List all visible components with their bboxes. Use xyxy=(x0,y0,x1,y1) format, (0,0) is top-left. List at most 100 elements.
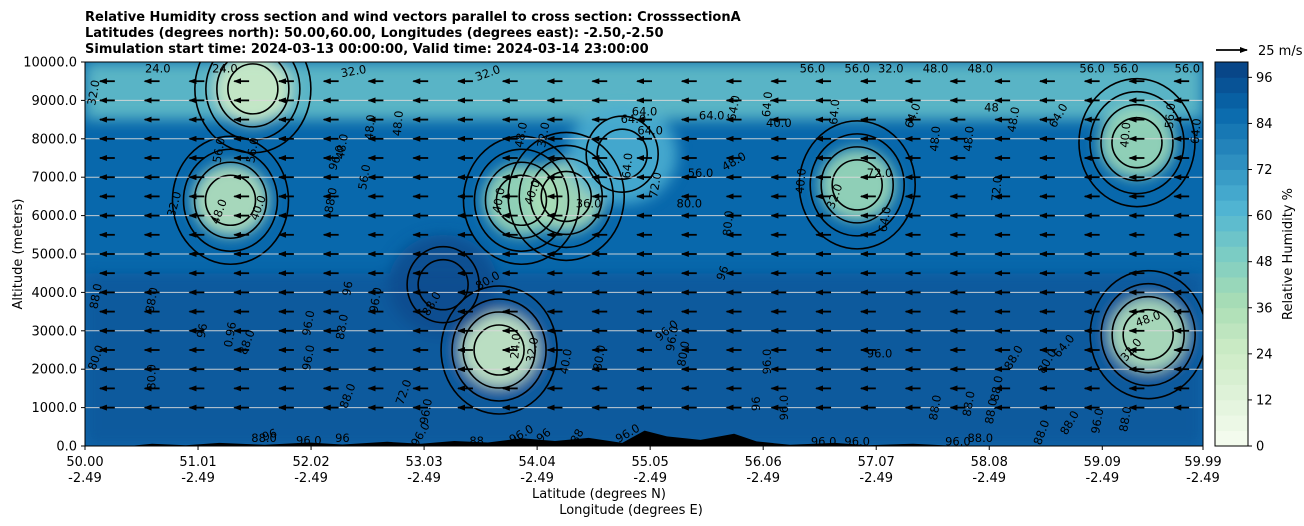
colorbar-band xyxy=(1215,399,1248,416)
contour-label: 56.0 xyxy=(1079,61,1105,75)
contour-label: 88.0 xyxy=(959,390,977,418)
x-tick-label-longitude: -2.49 xyxy=(181,471,215,486)
colorbar-band xyxy=(1215,338,1248,355)
contour-label: 56.0 xyxy=(1162,102,1178,129)
contour-label: 64.0 xyxy=(619,152,635,179)
x-tick-label-latitude: 57.07 xyxy=(858,455,895,470)
contour-line xyxy=(1078,77,1196,208)
x-tick-label-longitude: -2.49 xyxy=(746,471,780,486)
colorbar-band xyxy=(1215,292,1248,309)
y-tick-label: 4000.0 xyxy=(32,286,78,301)
contour-label: 88.0 xyxy=(982,398,1000,426)
contour-label: 96.0 xyxy=(867,346,893,360)
colorbar-tick-label: 12 xyxy=(1256,393,1273,408)
x-tick-label-longitude: -2.49 xyxy=(1085,471,1119,486)
humidity-contours xyxy=(171,62,1203,415)
contour-line xyxy=(495,174,548,227)
contour-line xyxy=(540,170,593,223)
contour-label: 72.0 xyxy=(646,171,664,199)
contour-line xyxy=(1089,90,1185,195)
contour-label: 64.0 xyxy=(759,91,775,118)
contour-line xyxy=(798,120,916,250)
colorbar-band xyxy=(1215,430,1248,447)
contour-label: 96.0 xyxy=(299,309,317,337)
contour-line xyxy=(1100,282,1196,387)
colorbar-tick-label: 24 xyxy=(1256,347,1273,362)
contour-line xyxy=(182,148,279,253)
contour-label: 80.0 xyxy=(590,344,608,372)
x-axis: 50.00-2.4951.01-2.4952.02-2.4953.03-2.49… xyxy=(66,446,1222,486)
y-tick-label: 0.0 xyxy=(56,440,77,455)
contour-label: 88 xyxy=(567,426,586,446)
reference-label: 25 m/s xyxy=(1258,44,1303,59)
contour-label: 40.0 xyxy=(793,168,809,195)
x-tick-label-latitude: 59.99 xyxy=(1184,455,1221,470)
colorbar-band xyxy=(1215,277,1248,293)
colorbar-frame xyxy=(1214,61,1249,447)
contour-label: 96.0 xyxy=(760,349,774,375)
x-tick-label-latitude: 54.04 xyxy=(519,455,556,470)
contour-label: 88.0 xyxy=(322,186,340,214)
contour-label: 56.0 xyxy=(243,136,261,164)
contour-label: 88.0 xyxy=(967,431,993,445)
title-line-2: Latitudes (degrees north): 50.00,60.00, … xyxy=(85,26,664,41)
contour-label: 40.0 xyxy=(1117,122,1133,149)
colorbar: 0 12 24 36 48 60 72 84 96 xyxy=(1214,61,1273,455)
y-tick-label: 9000.0 xyxy=(32,94,78,109)
contour-label: 96.0 xyxy=(1088,407,1106,435)
contour-label: 96 xyxy=(260,426,279,444)
contour-line xyxy=(473,148,570,253)
contour-label: 72.0 xyxy=(867,166,893,180)
contour-line xyxy=(596,128,648,180)
contour-label: 48.0 xyxy=(961,125,977,152)
contour-label: 96 xyxy=(713,264,731,283)
colorbar-band xyxy=(1215,77,1248,94)
colorbar-tick-label: 84 xyxy=(1256,117,1273,132)
contour-label: 96 xyxy=(335,431,350,445)
y-tick-label: 10000.0 xyxy=(23,56,77,71)
contour-label: 88.0 xyxy=(143,286,161,314)
y-tick-label: 8000.0 xyxy=(32,132,78,147)
contour-label: 64.0 xyxy=(876,206,894,234)
contour-label: 88.0 xyxy=(926,394,944,422)
colorbar-tick-label: 60 xyxy=(1256,209,1273,224)
contour-label: 96 xyxy=(749,396,763,411)
humidity-patch xyxy=(1098,106,1175,179)
contour-line xyxy=(451,298,547,402)
contour-label: 0.96 xyxy=(221,321,239,349)
contour-line xyxy=(205,62,301,141)
x-tick-label-latitude: 55.05 xyxy=(632,455,669,470)
contour-line xyxy=(227,63,279,115)
colorbar-band xyxy=(1215,184,1248,201)
contour-label: 24.0 xyxy=(507,333,523,360)
contour-label: 64.0 xyxy=(1188,118,1204,145)
y-axis-label: Altitude (meters) xyxy=(11,199,26,310)
contour-line xyxy=(171,135,290,266)
contour-label: 88.0 xyxy=(987,374,1005,402)
contour-label: 80.0 xyxy=(674,340,692,368)
contour-label: 40.0 xyxy=(766,116,792,130)
contour-label: 96.0 xyxy=(844,435,870,449)
contour-label: 56.0 xyxy=(355,163,373,191)
contour-label: 36.0 xyxy=(576,197,602,211)
humidity-patch xyxy=(461,314,538,386)
colorbar-band xyxy=(1215,369,1248,385)
contour-label: 32.0 xyxy=(84,79,102,107)
contour-label: 48.0 xyxy=(927,125,943,152)
colorbar-tick-label: 72 xyxy=(1256,163,1273,178)
contour-label: 24.0 xyxy=(212,61,238,75)
contour-label: 48.0 xyxy=(1004,106,1022,134)
contour-label: 64.0 xyxy=(724,94,742,122)
humidity-patch xyxy=(192,164,269,237)
chart-title: Relative Humidity cross section and wind… xyxy=(85,10,741,57)
colorbar-band xyxy=(1215,230,1248,247)
colorbar-band xyxy=(1215,200,1248,216)
colorbar-band xyxy=(1215,215,1248,232)
plot-area: 24.0 24.0 32.0 32.0 56.0 56.0 32.0 48.0 48.0 56.0… xyxy=(84,61,1204,449)
contour-label: 88 xyxy=(469,434,484,448)
contour-label: 72.0 xyxy=(988,175,1004,202)
contour-label: 96.0 xyxy=(296,434,322,448)
contour-label: 24.0 xyxy=(145,61,171,75)
contour-label: 56.0 xyxy=(1113,61,1139,75)
x-tick-label-longitude: -2.49 xyxy=(520,471,554,486)
